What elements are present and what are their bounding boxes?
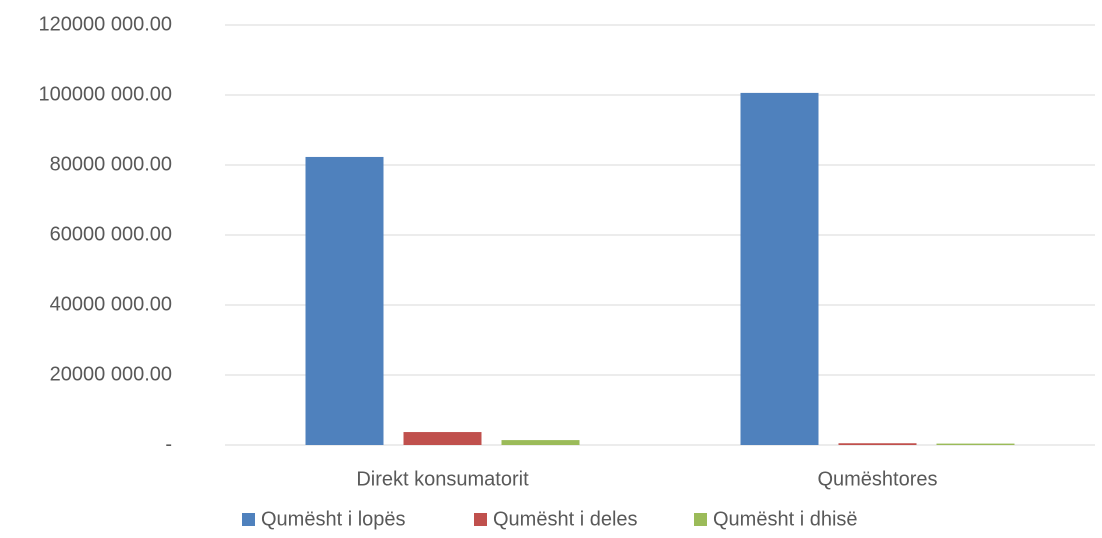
legend-swatch xyxy=(242,513,255,526)
y-tick-label: 60000 000.00 xyxy=(50,223,172,245)
x-tick-label: Qumështores xyxy=(817,468,937,490)
y-tick-label: - xyxy=(165,433,172,455)
bar xyxy=(740,92,819,446)
bar xyxy=(838,443,917,445)
x-tick-label: Direkt konsumatorit xyxy=(356,468,529,490)
legend-label: Qumësht i dhisë xyxy=(713,508,858,530)
y-tick-label: 80000 000.00 xyxy=(50,153,172,175)
legend-swatch xyxy=(474,513,487,526)
y-tick-label: 100000 000.00 xyxy=(39,83,172,105)
bar xyxy=(501,440,580,445)
y-tick-label: 40000 000.00 xyxy=(50,293,172,315)
legend-swatch xyxy=(694,513,707,526)
legend-label: Qumësht i deles xyxy=(493,508,638,530)
y-tick-label: 20000 000.00 xyxy=(50,363,172,385)
y-tick-label: 120000 000.00 xyxy=(39,13,172,35)
legend-label: Qumësht i lopës xyxy=(261,508,406,530)
bar xyxy=(403,432,482,445)
bar xyxy=(936,443,1015,445)
bar xyxy=(305,156,384,445)
